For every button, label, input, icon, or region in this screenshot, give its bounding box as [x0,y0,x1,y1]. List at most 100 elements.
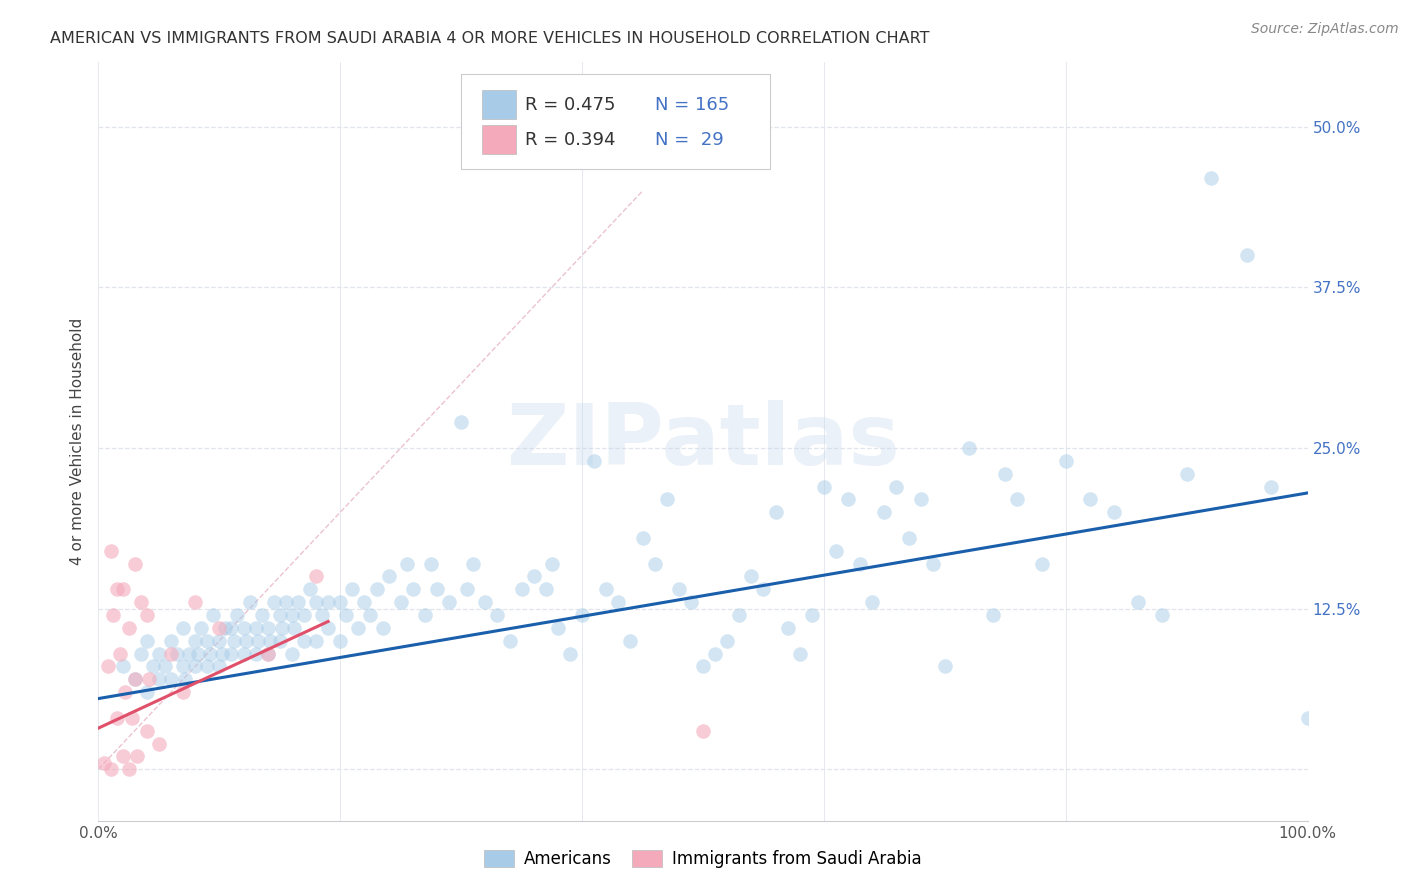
Point [148,647,170,661]
Point [195,659,218,673]
Point [190,621,212,635]
Point [1199,171,1222,186]
Point [101,607,124,622]
Point [486,607,509,622]
Point [377,569,399,583]
Point [619,633,641,648]
Point [111,749,134,764]
Point [214,621,236,635]
Point [1128,595,1150,609]
Point [127,749,149,764]
Point [195,633,218,648]
Point [239,595,262,609]
Point [114,685,136,699]
Text: AMERICAN VS IMMIGRANTS FROM SAUDI ARABIA 4 OR MORE VEHICLES IN HOUSEHOLD CORRELA: AMERICAN VS IMMIGRANTS FROM SAUDI ARABIA… [51,31,929,46]
Point [105,582,128,597]
Point [692,659,714,673]
Point [329,633,352,648]
Point [148,737,170,751]
Point [1054,454,1077,468]
Point [160,673,183,687]
Y-axis label: 4 or more Vehicles in Household: 4 or more Vehicles in Household [70,318,86,566]
Point [221,647,243,661]
Point [138,673,160,687]
Point [274,595,297,609]
Point [269,607,291,622]
Point [100,543,122,558]
Point [105,711,128,725]
Point [1078,492,1101,507]
Point [679,595,702,609]
Point [849,557,872,571]
Point [534,582,557,597]
Point [921,557,943,571]
Point [208,659,231,673]
Point [456,582,478,597]
Point [558,647,581,661]
Point [172,621,194,635]
Point [437,595,460,609]
Point [776,621,799,635]
Point [232,647,254,661]
Point [118,621,141,635]
Point [174,673,197,687]
Point [450,415,472,429]
Bar [482,90,516,120]
Point [198,647,221,661]
Point [187,647,209,661]
Point [135,685,157,699]
Point [135,607,157,622]
Point [994,467,1017,481]
Point [111,659,134,673]
Point [335,607,357,622]
Point [202,607,225,622]
Point [316,595,339,609]
Point [353,595,375,609]
Point [474,595,496,609]
Point [211,647,233,661]
Point [873,505,896,519]
Point [825,543,848,558]
Point [644,557,666,571]
Point [1102,505,1125,519]
Point [510,582,533,597]
Point [271,621,294,635]
Point [395,557,418,571]
Point [789,647,811,661]
Point [256,647,278,661]
Point [523,569,546,583]
Point [897,531,920,545]
Point [740,569,762,583]
Point [583,454,606,468]
Point [860,595,883,609]
Point [371,621,394,635]
Point [208,633,231,648]
Point [631,531,654,545]
Point [704,647,727,661]
Point [129,595,152,609]
Point [153,659,176,673]
Bar [482,126,516,154]
Point [607,595,630,609]
Point [329,595,352,609]
Point [172,685,194,699]
Point [283,621,305,635]
Point [184,659,207,673]
Point [93,756,115,770]
Point [160,647,183,661]
Point [124,673,146,687]
Point [426,582,449,597]
Point [245,647,267,661]
Point [692,723,714,738]
Point [595,582,617,597]
Point [160,633,183,648]
Point [934,659,956,673]
Point [910,492,932,507]
Point [148,673,170,687]
Point [124,673,146,687]
Point [765,505,787,519]
Point [108,647,131,661]
Point [179,647,201,661]
Point [305,569,328,583]
Point [716,633,738,648]
